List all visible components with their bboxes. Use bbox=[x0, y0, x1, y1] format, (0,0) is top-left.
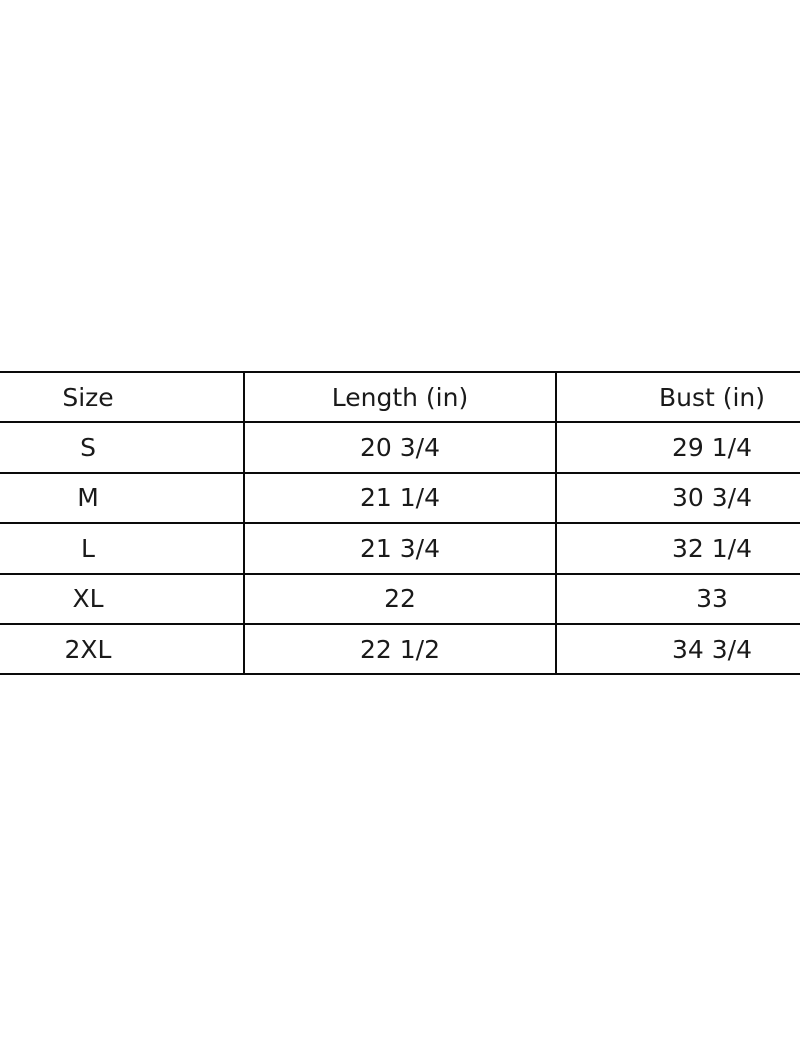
cell-2xl-length: 22 1/2 bbox=[243, 622, 557, 676]
cell-s-bust: 29 1/4 bbox=[555, 421, 800, 474]
header-row: Size Length (in) Bust (in) bbox=[0, 370, 800, 424]
cell-l-size: L bbox=[0, 522, 245, 575]
cell-m-bust: 30 3/4 bbox=[555, 471, 800, 525]
cell-xl-bust: 33 bbox=[555, 572, 800, 625]
table-row-m: M 21 1/4 30 3/4 bbox=[0, 471, 800, 525]
cell-2xl-size: 2XL bbox=[0, 622, 245, 676]
size-chart-table: Size Length (in) Bust (in) S 20 3/4 29 1/4 M 2… bbox=[0, 370, 800, 676]
table-row-xl: XL 22 33 bbox=[0, 572, 800, 625]
column-header-length-in: Length (in) bbox=[243, 370, 557, 424]
cell-2xl-bust: 34 3/4 bbox=[555, 622, 800, 676]
table-row-l: L 21 3/4 32 1/4 bbox=[0, 522, 800, 575]
cell-l-bust: 32 1/4 bbox=[555, 522, 800, 575]
size-chart-header: Size Length (in) Bust (in) bbox=[0, 370, 800, 424]
table-row-s: S 20 3/4 29 1/4 bbox=[0, 421, 800, 474]
cell-xl-length: 22 bbox=[243, 572, 557, 625]
column-header-size: Size bbox=[0, 370, 245, 424]
table-row-2xl: 2XL 22 1/2 34 3/4 bbox=[0, 622, 800, 676]
cell-m-length: 21 1/4 bbox=[243, 471, 557, 525]
cell-s-length: 20 3/4 bbox=[243, 421, 557, 474]
column-header-bust-in: Bust (in) bbox=[555, 370, 800, 424]
cell-l-length: 21 3/4 bbox=[243, 522, 557, 575]
size-chart-body: S 20 3/4 29 1/4 M 21 1/4 30 3/4 L 21 3/4 32 1/4 X… bbox=[0, 421, 800, 676]
cell-m-size: M bbox=[0, 471, 245, 525]
cell-s-size: S bbox=[0, 421, 245, 474]
cell-xl-size: XL bbox=[0, 572, 245, 625]
